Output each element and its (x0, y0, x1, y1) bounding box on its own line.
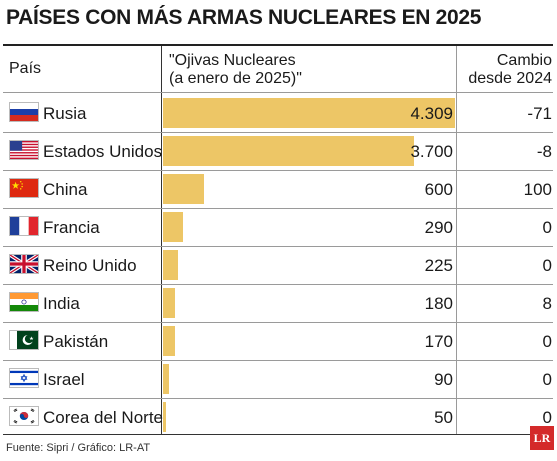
source-note: Fuente: Sipri / Gráfico: LR-AT (6, 442, 151, 454)
change-value: 0 (542, 408, 552, 427)
row-divider (3, 398, 553, 399)
header-change-line2: desde 2024 (468, 70, 552, 87)
israel-flag-icon (9, 368, 39, 388)
change-value: 8 (542, 294, 552, 313)
country-label: India (43, 294, 80, 313)
warheads-bar (163, 288, 176, 318)
header-warheads-line2: (a enero de 2025)" (169, 70, 302, 87)
row-divider (3, 208, 553, 209)
warheads-value: 4.309 (410, 104, 453, 123)
column-divider (161, 46, 162, 434)
warheads-value: 3.700 (410, 142, 453, 161)
south-korea-flag-icon (9, 406, 39, 426)
row-divider (3, 284, 553, 285)
warheads-value: 600 (424, 180, 453, 199)
country-label: Corea del Norte (43, 408, 164, 427)
country-label: Estados Unidos (43, 142, 163, 161)
header-divider (3, 92, 553, 93)
chart-title: PAÍSES CON MÁS ARMAS NUCLEARES EN 2025 (6, 6, 482, 29)
table-row: India 180 8 (3, 284, 553, 323)
lr-logo: LR (530, 426, 554, 450)
warheads-value: 50 (434, 408, 453, 427)
change-value: 0 (542, 218, 552, 237)
header-change: Cambio desde 2024 (458, 52, 552, 88)
warheads-value: 290 (424, 218, 453, 237)
warheads-bar (163, 136, 414, 166)
country-label: China (43, 180, 88, 199)
india-flag-icon (9, 292, 39, 312)
row-divider (3, 246, 553, 247)
country-label: Reino Unido (43, 256, 137, 275)
table-row: Reino Unido 225 0 (3, 246, 553, 285)
header-warheads-line1: "Ojivas Nucleares (169, 52, 296, 69)
warheads-bar (163, 212, 183, 242)
change-value: 0 (542, 332, 552, 351)
table-row: Rusia 4.309 -71 (3, 94, 553, 133)
change-value: 0 (542, 256, 552, 275)
usa-flag-icon (9, 140, 39, 160)
table-row: Estados Unidos 3.700 -8 (3, 132, 553, 171)
header-warheads: "Ojivas Nucleares (a enero de 2025)" (169, 52, 302, 88)
warheads-value: 180 (424, 294, 453, 313)
change-value: 0 (542, 370, 552, 389)
table-row: Corea del Norte 50 0 (3, 398, 553, 436)
warheads-bar (163, 98, 455, 128)
table-row: China 600 100 (3, 170, 553, 209)
country-label: Rusia (43, 104, 87, 123)
warheads-value: 225 (424, 256, 453, 275)
chart-table: País "Ojivas Nucleares (a enero de 2025)… (3, 44, 553, 435)
change-value: 100 (523, 180, 552, 199)
country-label: Israel (43, 370, 85, 389)
table-row: Francia 290 0 (3, 208, 553, 247)
warheads-bar (163, 326, 175, 356)
header-country: País (9, 60, 42, 77)
warheads-bar (163, 402, 167, 432)
warheads-bar (163, 174, 204, 204)
country-label: Francia (43, 218, 100, 237)
warheads-bar (163, 250, 179, 280)
change-value: -71 (527, 104, 552, 123)
row-divider (3, 322, 553, 323)
change-value: -8 (536, 142, 552, 161)
france-flag-icon (9, 216, 39, 236)
country-label: Pakistán (43, 332, 109, 351)
row-divider (3, 170, 553, 171)
row-divider (3, 132, 553, 133)
russia-flag-icon (9, 102, 39, 122)
pakistan-flag-icon (9, 330, 39, 350)
table-row: Israel 90 0 (3, 360, 553, 399)
china-flag-icon (9, 178, 39, 198)
warheads-value: 90 (434, 370, 453, 389)
uk-flag-icon (9, 254, 39, 274)
header-change-line1: Cambio (496, 52, 552, 69)
row-divider (3, 360, 553, 361)
warheads-value: 170 (424, 332, 453, 351)
warheads-bar (163, 364, 170, 394)
table-row: Pakistán 170 0 (3, 322, 553, 361)
column-divider (456, 46, 457, 434)
